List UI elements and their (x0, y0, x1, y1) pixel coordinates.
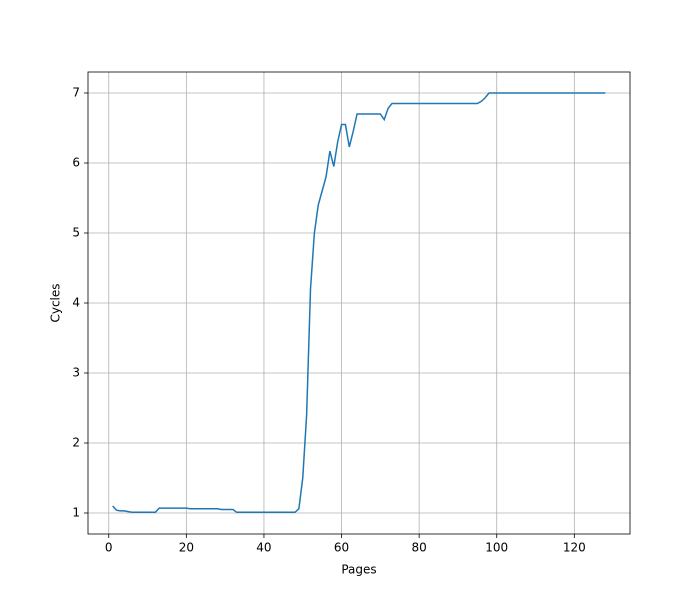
x-tick-label: 120 (563, 541, 586, 555)
x-tick-label: 80 (411, 541, 426, 555)
x-tick-label: 0 (105, 541, 113, 555)
y-tick-label: 3 (72, 366, 80, 380)
y-tick-label: 6 (72, 156, 80, 170)
y-tick-label: 4 (72, 296, 80, 310)
x-tick-label: 100 (485, 541, 508, 555)
y-tick-label: 2 (72, 436, 80, 450)
line (112, 92, 606, 514)
x-tick-label: 20 (179, 541, 194, 555)
y-tick-label: 7 (72, 86, 80, 100)
x-tick-label: 60 (334, 541, 349, 555)
plot-frame (87, 71, 631, 535)
y-tick-label: 1 (72, 506, 80, 520)
x-axis-label: Pages (341, 563, 376, 577)
y-axis-label: Cycles (49, 283, 63, 322)
y-tick-label: 5 (72, 226, 80, 240)
x-tick-label: 40 (256, 541, 271, 555)
